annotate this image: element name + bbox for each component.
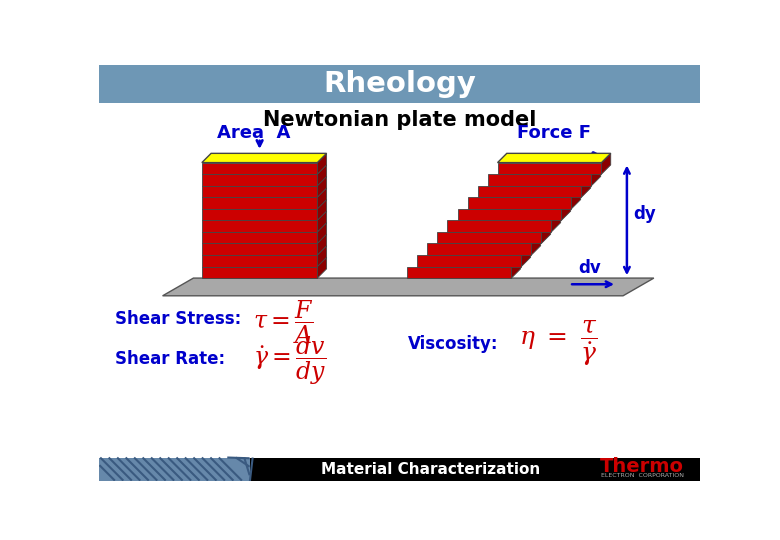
Polygon shape — [531, 234, 541, 255]
Polygon shape — [467, 197, 572, 209]
Text: Thermo: Thermo — [601, 457, 684, 476]
Bar — [99, 65, 700, 103]
Polygon shape — [417, 255, 521, 267]
Polygon shape — [317, 246, 327, 267]
Polygon shape — [202, 197, 317, 209]
Polygon shape — [317, 257, 327, 278]
Text: $\eta\ =\ \dfrac{\tau}{\dot{\gamma}}$: $\eta\ =\ \dfrac{\tau}{\dot{\gamma}}$ — [519, 319, 597, 368]
Polygon shape — [202, 220, 317, 232]
Text: Shear Stress:: Shear Stress: — [115, 310, 241, 328]
Polygon shape — [427, 244, 531, 255]
Polygon shape — [448, 220, 551, 232]
Polygon shape — [521, 246, 530, 267]
Polygon shape — [317, 188, 327, 209]
Text: dv: dv — [578, 259, 601, 276]
Polygon shape — [591, 165, 601, 186]
Text: ELECTRON  CORPORATION: ELECTRON CORPORATION — [601, 474, 684, 478]
Polygon shape — [202, 232, 317, 244]
Polygon shape — [512, 257, 520, 278]
Polygon shape — [202, 153, 327, 163]
Polygon shape — [572, 188, 580, 209]
Text: $\dot{\gamma} = \dfrac{dv}{dy}$: $\dot{\gamma} = \dfrac{dv}{dy}$ — [254, 335, 327, 387]
Polygon shape — [317, 200, 327, 220]
Polygon shape — [202, 244, 317, 255]
Polygon shape — [581, 177, 590, 197]
Text: Area  A: Area A — [217, 124, 290, 141]
Polygon shape — [202, 174, 317, 186]
Polygon shape — [202, 255, 317, 267]
Polygon shape — [317, 177, 327, 197]
Text: dy: dy — [633, 205, 656, 223]
Polygon shape — [498, 163, 601, 174]
Polygon shape — [317, 222, 327, 244]
Polygon shape — [202, 209, 317, 220]
Polygon shape — [551, 211, 561, 232]
Polygon shape — [407, 267, 512, 278]
Text: Rheology: Rheology — [324, 70, 476, 98]
Text: Shear Rate:: Shear Rate: — [115, 350, 225, 368]
Text: $\tau = \dfrac{F}{A}$: $\tau = \dfrac{F}{A}$ — [254, 299, 314, 347]
Polygon shape — [317, 211, 327, 232]
Polygon shape — [202, 267, 317, 278]
Polygon shape — [317, 234, 327, 255]
Polygon shape — [458, 209, 562, 220]
Polygon shape — [498, 153, 611, 163]
Text: Viscosity:: Viscosity: — [407, 335, 498, 353]
Text: Newtonian plate model: Newtonian plate model — [263, 110, 537, 130]
Text: Force F: Force F — [516, 124, 590, 141]
Polygon shape — [541, 222, 551, 244]
Polygon shape — [162, 278, 654, 296]
Text: Material Characterization: Material Characterization — [321, 462, 541, 477]
Polygon shape — [202, 163, 317, 174]
Bar — [250, 457, 700, 481]
Polygon shape — [438, 232, 541, 244]
Polygon shape — [477, 186, 581, 197]
Polygon shape — [317, 165, 327, 186]
Polygon shape — [562, 200, 571, 220]
Polygon shape — [488, 174, 591, 186]
Polygon shape — [601, 153, 611, 174]
Bar — [99, 457, 250, 481]
Polygon shape — [317, 153, 327, 174]
Polygon shape — [202, 186, 317, 197]
